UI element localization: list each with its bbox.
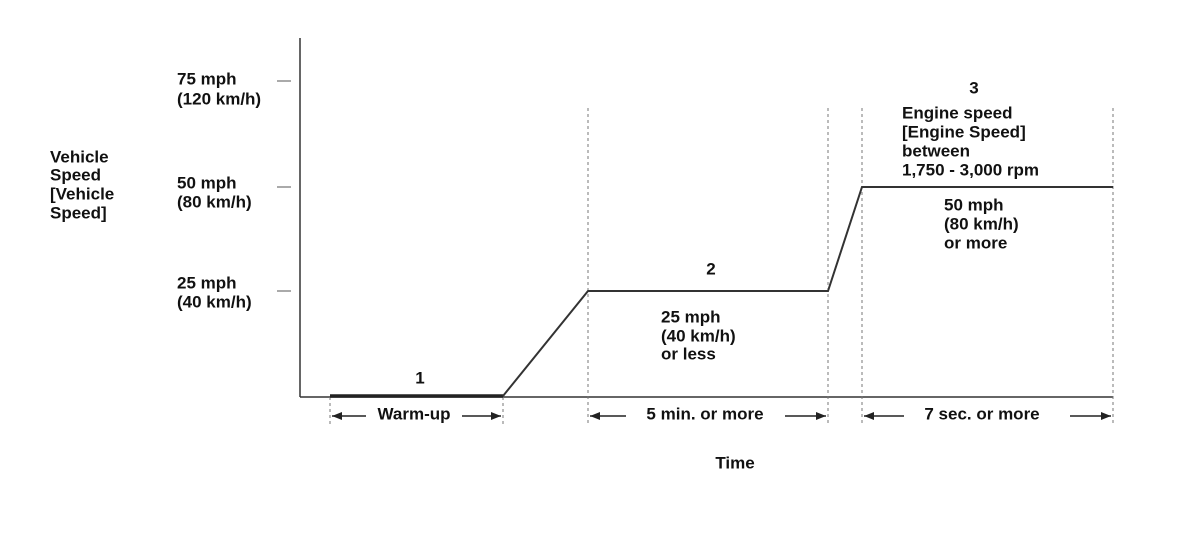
stage-condition: 50 mph (944, 195, 1004, 214)
stage-note: [Engine Speed] (902, 122, 1026, 141)
y-axis-label: Vehicle (50, 147, 109, 166)
stage-duration: Warm-up (377, 404, 450, 423)
stage-duration: 5 min. or more (646, 404, 763, 423)
tick-label: (80 km/h) (177, 192, 252, 211)
tick-label: (40 km/h) (177, 292, 252, 311)
guides (329, 108, 1114, 425)
stage-duration: 7 sec. or more (924, 404, 1039, 423)
stage-condition: 25 mph (661, 307, 721, 326)
stage-number: 3 (969, 78, 978, 97)
stage-condition: or less (661, 344, 716, 363)
stage-note: between (902, 141, 970, 160)
stage-note: Engine speed (902, 103, 1013, 122)
stage-note: 1,750 - 3,000 rpm (902, 160, 1039, 179)
tick-label: 75 mph (177, 69, 237, 88)
y-axis-label: Speed] (50, 203, 107, 222)
stage-condition: (40 km/h) (661, 326, 736, 345)
tick-label: (120 km/h) (177, 89, 261, 108)
y-axis-label: Speed (50, 165, 101, 184)
stage-condition: (80 km/h) (944, 214, 1019, 233)
stage-number: 2 (706, 259, 715, 278)
stage-number: 1 (415, 368, 424, 387)
tick-label: 50 mph (177, 173, 237, 192)
stage-condition: or more (944, 233, 1007, 252)
tick-label: 25 mph (177, 273, 237, 292)
x-axis-label: Time (715, 453, 754, 472)
y-axis-label: [Vehicle (50, 184, 114, 203)
speed-profile (502, 186, 1113, 397)
